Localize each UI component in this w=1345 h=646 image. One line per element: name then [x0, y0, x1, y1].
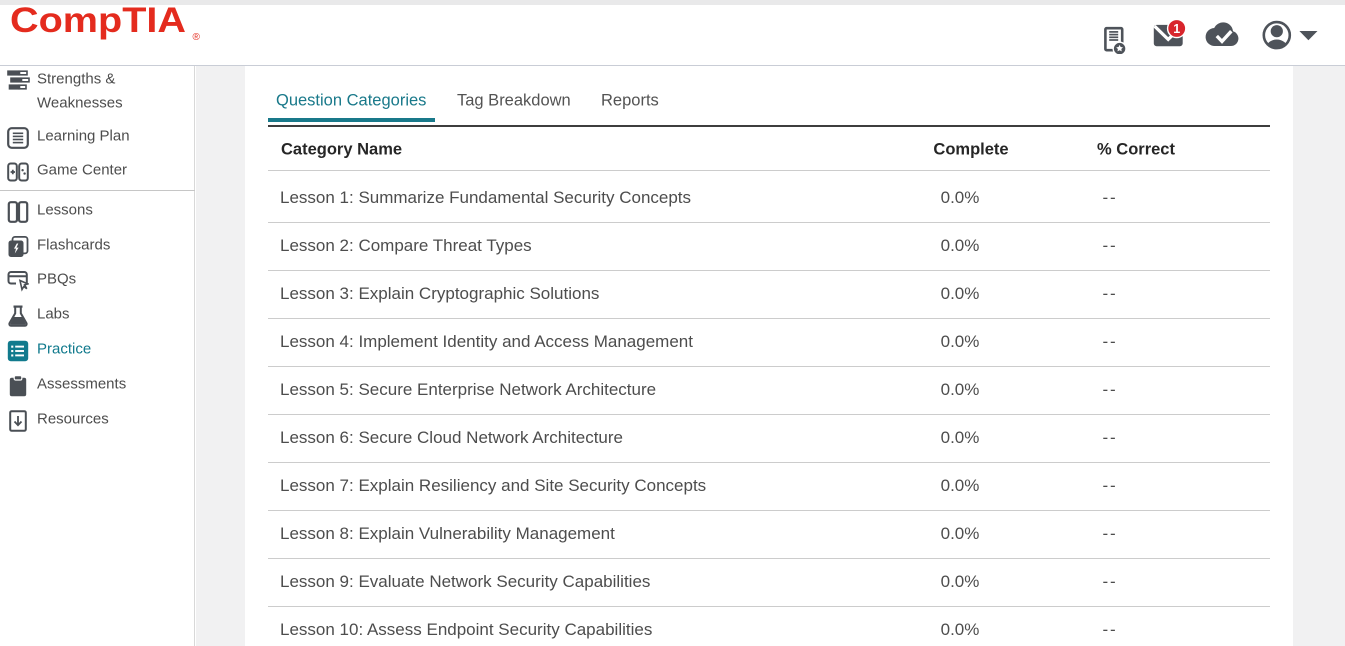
svg-text:1: 1 — [1173, 22, 1180, 36]
svg-text:CompTIA: CompTIA — [10, 5, 186, 40]
svg-text:®: ® — [193, 32, 201, 43]
